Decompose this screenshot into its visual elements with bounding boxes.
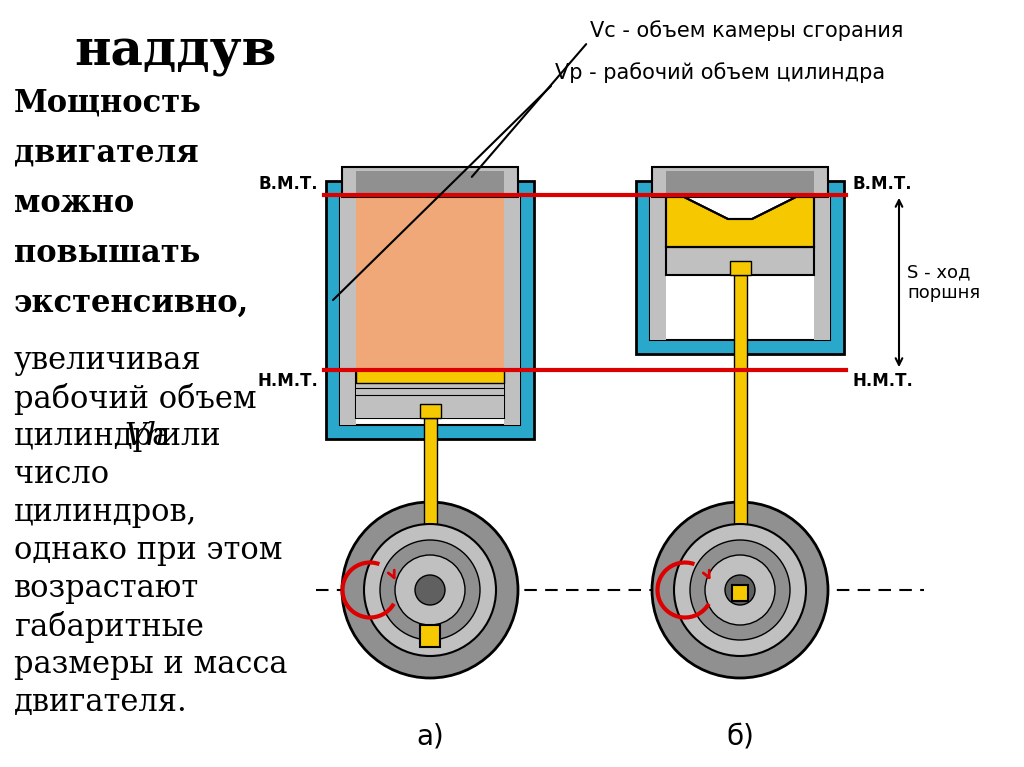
Circle shape bbox=[364, 524, 496, 656]
Circle shape bbox=[674, 524, 806, 656]
Bar bbox=[326, 181, 534, 439]
Text: можно: можно bbox=[14, 188, 134, 219]
Text: Vр - рабочий объем цилиндра: Vр - рабочий объем цилиндра bbox=[555, 62, 885, 83]
Bar bbox=[356, 383, 504, 418]
Text: В.М.Т.: В.М.Т. bbox=[258, 175, 318, 193]
Bar bbox=[420, 625, 440, 647]
Bar bbox=[340, 195, 356, 425]
Bar bbox=[652, 167, 828, 197]
Bar bbox=[636, 181, 844, 354]
Polygon shape bbox=[668, 198, 812, 247]
Bar bbox=[504, 195, 520, 425]
Text: число: число bbox=[14, 459, 110, 490]
Text: цилиндров,: цилиндров, bbox=[14, 497, 198, 528]
Text: или: или bbox=[151, 421, 220, 452]
Text: увеличивая: увеличивая bbox=[14, 345, 202, 376]
Text: В.М.Т.: В.М.Т. bbox=[852, 175, 911, 193]
Text: повышать: повышать bbox=[14, 238, 201, 269]
Text: двигателя: двигателя bbox=[14, 138, 199, 169]
Bar bbox=[666, 247, 814, 275]
Circle shape bbox=[342, 502, 518, 678]
Text: размеры и масса: размеры и масса bbox=[14, 649, 288, 680]
Bar bbox=[730, 261, 751, 275]
Circle shape bbox=[652, 502, 828, 678]
Text: Vс - объем камеры сгорания: Vс - объем камеры сгорания bbox=[590, 20, 903, 41]
Bar bbox=[356, 370, 504, 383]
Bar bbox=[342, 167, 518, 197]
Bar bbox=[650, 195, 830, 340]
Bar bbox=[420, 404, 441, 418]
Circle shape bbox=[395, 555, 465, 625]
Bar bbox=[734, 275, 746, 600]
Bar bbox=[356, 370, 504, 418]
Text: Мощность: Мощность bbox=[14, 88, 202, 119]
Text: поршня: поршня bbox=[907, 284, 980, 301]
Text: Н.М.Т.: Н.М.Т. bbox=[257, 372, 318, 390]
Text: экстенсивно,: экстенсивно, bbox=[14, 288, 249, 319]
Text: двигателя.: двигателя. bbox=[14, 687, 187, 718]
Text: возрастают: возрастают bbox=[14, 573, 200, 604]
Bar bbox=[732, 585, 748, 601]
Bar bbox=[650, 195, 666, 340]
Text: б): б) bbox=[726, 722, 754, 750]
Text: габаритные: габаритные bbox=[14, 611, 204, 643]
Text: цилиндра: цилиндра bbox=[14, 421, 180, 452]
Bar bbox=[356, 195, 504, 370]
Bar bbox=[356, 171, 504, 195]
Text: наддув: наддув bbox=[74, 28, 276, 77]
Polygon shape bbox=[666, 197, 814, 247]
Circle shape bbox=[705, 555, 775, 625]
Circle shape bbox=[380, 540, 480, 640]
Text: а): а) bbox=[416, 722, 443, 750]
Text: рабочий объем: рабочий объем bbox=[14, 383, 257, 415]
Bar bbox=[340, 195, 520, 425]
Circle shape bbox=[725, 575, 755, 605]
Circle shape bbox=[415, 575, 445, 605]
Circle shape bbox=[690, 540, 790, 640]
Text: однако при этом: однако при этом bbox=[14, 535, 283, 566]
Text: S - ход: S - ход bbox=[907, 264, 971, 281]
Text: Vh: Vh bbox=[125, 421, 166, 452]
Text: Н.М.Т.: Н.М.Т. bbox=[852, 372, 912, 390]
Bar bbox=[424, 418, 437, 600]
Bar bbox=[666, 171, 814, 195]
Bar bbox=[814, 195, 830, 340]
